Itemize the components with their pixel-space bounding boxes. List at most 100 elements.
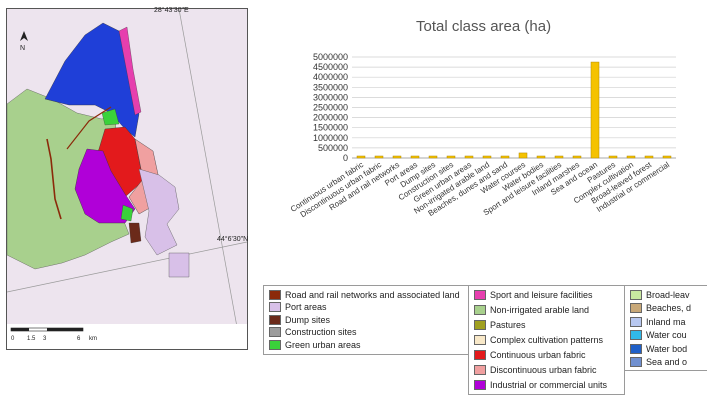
map-green-patch: [120, 204, 134, 222]
legend-item: Discontinuous urban fabric: [474, 364, 597, 375]
y-tick-label: 4000000: [313, 72, 348, 82]
legend-label: Sport and leisure facilities: [490, 289, 593, 300]
legend-label: Port areas: [285, 302, 327, 312]
north-arrow-icon: [20, 31, 28, 41]
legend-swatch: [474, 364, 486, 375]
legend-swatch: [474, 289, 486, 300]
bar: [410, 155, 420, 159]
legend-label: Sea and o: [646, 357, 688, 367]
bar: [428, 155, 438, 159]
legend-swatch: [630, 289, 642, 300]
legend-swatch: [630, 343, 642, 354]
legend-item: Continuous urban fabric: [474, 349, 586, 360]
map-industrial-area: [74, 148, 136, 224]
map-coordinate-right: 44°6'30"N: [217, 236, 249, 243]
bar: [446, 155, 456, 159]
y-tick-label: 5000000: [313, 52, 348, 62]
x-tick-label: Discontinuous urban fabric: [299, 160, 383, 219]
legend-label: Inland ma: [646, 316, 686, 327]
legend-label: Complex cultivation patterns: [490, 334, 604, 345]
legend-label: Continuous urban fabric: [490, 349, 586, 360]
legend-label: Water cou: [646, 330, 687, 340]
legend-label: Non-irrigated arable land: [490, 304, 590, 315]
scale-bar-segment: [11, 328, 29, 331]
legend-item: Complex cultivation patterns: [474, 334, 603, 345]
legend-label: Beaches, d: [646, 303, 692, 313]
legend-label: Construction sites: [285, 327, 357, 337]
bar: [644, 155, 654, 159]
legend-swatch: [630, 303, 642, 313]
legend-swatch: [474, 349, 486, 360]
bar: [356, 155, 366, 159]
legend-swatch: [269, 302, 281, 312]
legend-swatch: [630, 316, 642, 327]
legend-item: Sea and o: [630, 357, 687, 368]
legend-swatch: [474, 334, 486, 345]
map-sport-area: [118, 26, 142, 116]
y-tick-label: 1000000: [313, 133, 348, 143]
scale-label: 6: [77, 336, 81, 342]
map-port-area: [138, 168, 180, 256]
y-tick-label: 2000000: [313, 113, 348, 123]
legend-label: Road and rail networks and associated la…: [285, 289, 460, 300]
y-tick-label: 2500000: [313, 103, 348, 113]
legend-label: Discontinuous urban fabric: [490, 364, 597, 375]
bar: [392, 155, 402, 159]
legend-left: Road and rail networks and associated la…: [263, 285, 469, 355]
scale-label: 1.5: [27, 336, 36, 342]
legend-item: Inland ma: [630, 316, 686, 327]
scale-bar-segment: [47, 328, 83, 331]
legend-item: Pastures: [474, 319, 526, 330]
legend-label: Dump sites: [285, 314, 331, 325]
legend-item: Road and rail networks and associated la…: [269, 289, 460, 300]
bar: [536, 155, 546, 159]
scale-label: 0: [11, 336, 15, 342]
legend-label: Water bod: [646, 343, 688, 354]
legend-swatch: [630, 357, 642, 367]
map-port-block: [168, 252, 190, 278]
y-tick-label: 0: [343, 153, 348, 163]
y-tick-label: 500000: [318, 143, 348, 153]
y-tick-label: 3500000: [313, 82, 348, 92]
bar: [590, 61, 600, 159]
legend-item: Industrial or commercial units: [474, 379, 607, 390]
legend-swatch: [269, 314, 281, 325]
scale-label: km: [89, 336, 97, 342]
legend-item: Water cou: [630, 330, 687, 341]
legend-swatch: [630, 330, 642, 340]
legend-swatch: [474, 319, 486, 330]
chart-title: Total class area (ha): [416, 18, 552, 35]
map-coordinate-top: 28°43'30"E: [154, 7, 189, 14]
bar: [572, 155, 582, 159]
map-dump-area: [128, 222, 142, 244]
bar: [500, 155, 510, 159]
legend-swatch: [269, 327, 281, 337]
legend-middle: Sport and leisure facilities Non-irrigate…: [468, 285, 625, 395]
map-drawing: N: [7, 9, 247, 349]
legend-right: Broad-leav Beaches, d Inland ma Water cou Wa…: [624, 285, 707, 371]
bar: [374, 155, 384, 159]
legend-item: Beaches, d: [630, 303, 691, 314]
legend-swatch: [269, 289, 281, 300]
legend-item: Port areas: [269, 302, 327, 313]
bar: [662, 155, 672, 159]
bar-chart: 0500000100000015000002000000250000030000…: [289, 52, 676, 219]
y-tick-label: 3000000: [313, 92, 348, 102]
legend-item: Broad-leav: [630, 289, 690, 300]
bar: [518, 152, 528, 159]
bar: [626, 155, 636, 159]
legend-item: Non-irrigated arable land: [474, 304, 589, 315]
legend-swatch: [269, 339, 281, 350]
legend-item: Sport and leisure facilities: [474, 289, 593, 300]
legend-label: Broad-leav: [646, 289, 690, 300]
map-road-line: [46, 138, 62, 220]
bar: [464, 155, 474, 159]
north-label: N: [20, 45, 25, 52]
y-tick-label: 4500000: [313, 62, 348, 72]
legend-item: Construction sites: [269, 327, 357, 338]
bar: [554, 155, 564, 159]
legend-item: Water bod: [630, 343, 687, 354]
legend-label: Pastures: [490, 319, 526, 330]
y-tick-label: 1500000: [313, 123, 348, 133]
land-cover-map: N 0 1.5 3 6 km: [6, 8, 248, 350]
